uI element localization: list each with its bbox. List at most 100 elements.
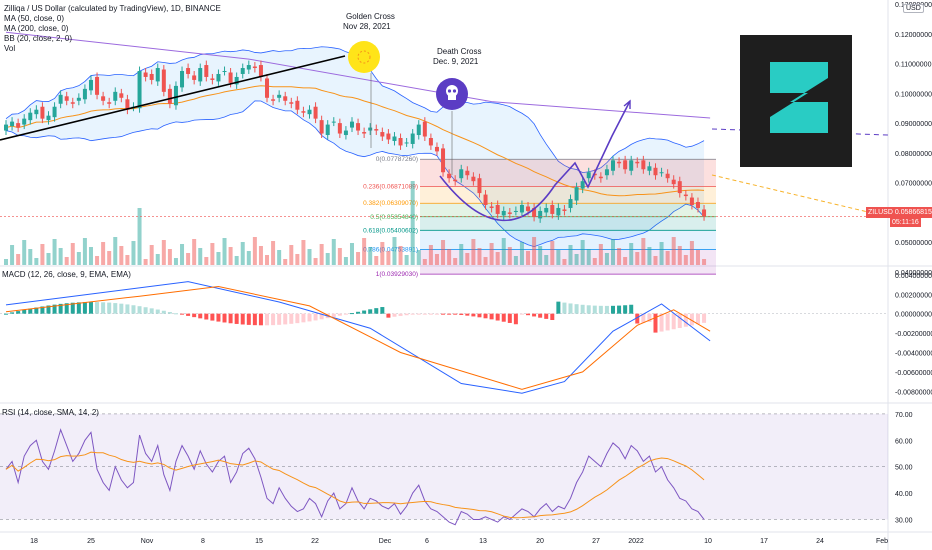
candle-body — [173, 85, 178, 106]
macd-histogram-bar — [623, 305, 628, 314]
macd-axis-tick: -0.00200000 — [895, 331, 932, 338]
macd-histogram-bar — [532, 313, 537, 317]
candle-body — [295, 100, 300, 110]
volume-bar — [568, 245, 573, 265]
volume-bar — [689, 241, 694, 265]
macd-histogram-bar — [167, 312, 172, 314]
volume-bar — [319, 244, 324, 265]
volume-bar — [538, 246, 543, 265]
macd-histogram-bar — [295, 313, 300, 324]
volume-bar — [349, 243, 354, 265]
skull-eye-icon — [452, 89, 457, 93]
volume-bar — [271, 241, 276, 265]
volume-bar — [459, 244, 464, 265]
candle-body — [307, 109, 312, 115]
macd-histogram-bar — [598, 305, 603, 314]
macd-axis-tick: -0.00600000 — [895, 370, 932, 377]
candle-body — [586, 172, 591, 179]
volume-bar — [441, 240, 446, 265]
macd-histogram-bar — [374, 308, 379, 314]
macd-histogram-bar — [683, 313, 688, 327]
volume-bar — [295, 254, 300, 265]
time-axis-tick: 10 — [704, 538, 712, 545]
macd-histogram-bar — [556, 301, 561, 314]
volume-bar — [34, 258, 39, 265]
macd-histogram-bar — [271, 313, 276, 326]
candle-body — [22, 118, 27, 125]
volume-bar — [380, 242, 385, 265]
macd-histogram-bar — [647, 313, 652, 322]
volume-bar — [119, 246, 124, 265]
macd-histogram-bar — [234, 313, 239, 324]
volume-bar — [653, 256, 658, 265]
volume-bar — [101, 242, 106, 265]
candle-body — [4, 124, 8, 131]
candle-body — [611, 160, 615, 171]
candle-body — [459, 169, 464, 179]
rsi-axis-tick: 40.00 — [895, 491, 913, 498]
macd-axis-tick: 0.00000000 — [895, 312, 932, 319]
candle-body — [40, 106, 45, 119]
macd-histogram-bar — [362, 310, 367, 314]
fib-zone — [420, 203, 716, 217]
volume-bar — [331, 239, 336, 265]
macd-histogram-bar — [240, 313, 245, 325]
bollinger-lower — [5, 100, 705, 248]
candle-body — [82, 88, 87, 100]
macd-histogram-bar — [95, 302, 100, 314]
candle-body — [368, 127, 373, 131]
legend-vol: Vol — [4, 44, 16, 53]
currency-button[interactable]: USD — [903, 4, 924, 13]
macd-histogram-bar — [562, 302, 567, 314]
candle-body — [149, 73, 154, 80]
candle-body — [689, 197, 694, 205]
price-tag-price: 0.05866815 — [894, 209, 932, 216]
volume-bar — [410, 181, 415, 265]
candle-body — [337, 123, 342, 134]
macd-histogram-bar — [574, 304, 579, 314]
volume-bar — [495, 252, 500, 265]
candle-body — [428, 138, 433, 146]
candle-body — [325, 124, 330, 136]
cup-pattern-drawing — [439, 100, 631, 222]
candle-body — [532, 207, 537, 217]
macd-histogram-bar — [447, 313, 452, 315]
macd-axis-tick: -0.00400000 — [895, 350, 932, 357]
volume-bar — [465, 253, 470, 265]
macd-histogram-bar — [149, 308, 154, 314]
candle-body — [574, 187, 579, 201]
macd-histogram-bar — [88, 302, 93, 314]
macd-histogram-bar — [404, 313, 409, 316]
macd-histogram-bar — [307, 313, 312, 322]
candle-body — [161, 69, 166, 92]
volume-bar — [149, 245, 154, 265]
macd-histogram-bar — [380, 307, 385, 314]
candle-body — [343, 130, 348, 136]
volume-bar — [325, 253, 330, 265]
candle-body — [246, 65, 251, 70]
macd-histogram-bar — [64, 303, 69, 314]
price-axis-tick: 0.04000000 — [895, 270, 932, 277]
volume-bar — [513, 256, 518, 265]
volume-bar — [240, 242, 245, 265]
candle-body — [180, 71, 185, 88]
macd-histogram-bar — [155, 309, 160, 314]
macd-histogram-bar — [398, 313, 403, 316]
candle-body — [410, 133, 415, 144]
volume-bar — [374, 256, 379, 265]
macd-histogram-bar — [653, 313, 658, 333]
candle-body — [240, 68, 245, 74]
volume-bar — [228, 247, 233, 265]
time-axis-tick: 15 — [255, 538, 263, 545]
volume-bar — [453, 258, 458, 265]
candle-body — [702, 209, 707, 217]
fib-zone — [420, 230, 716, 250]
macd-axis-tick: 0.00200000 — [895, 292, 932, 299]
macd-histogram-bar — [4, 313, 8, 315]
time-axis-tick: 8 — [201, 538, 205, 545]
volume-bar — [574, 254, 579, 265]
legend-ma50: MA (50, close, 0) — [4, 14, 65, 23]
candle-body — [301, 111, 306, 113]
volume-bar — [562, 259, 567, 265]
